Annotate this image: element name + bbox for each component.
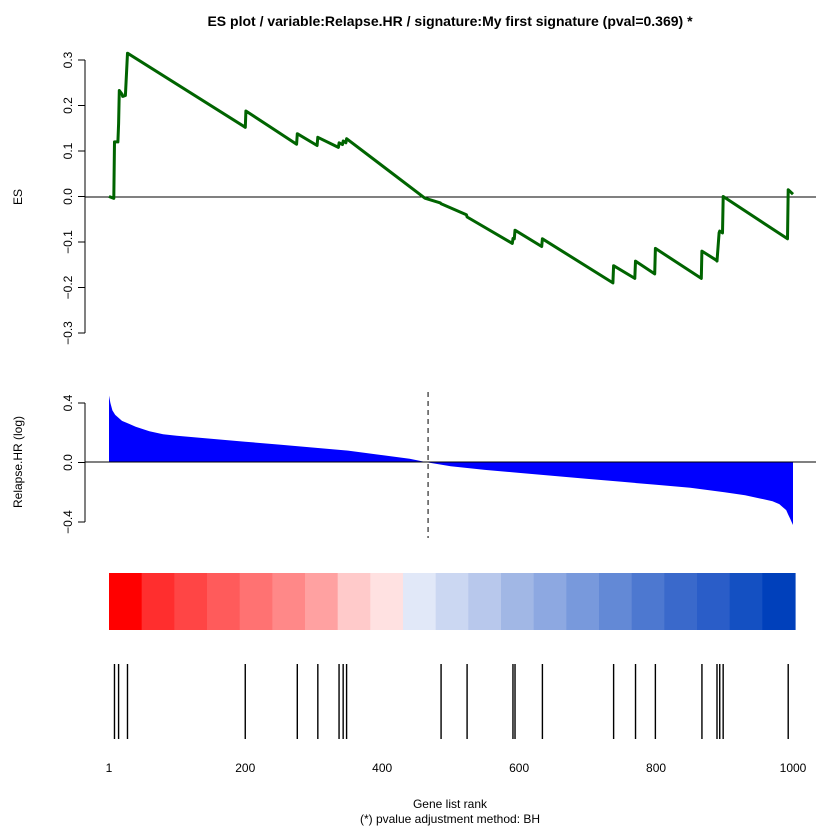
es-y-tick-label: 0.3 <box>61 51 75 68</box>
color-bar-cell <box>305 573 339 630</box>
color-bar-cell <box>468 573 502 630</box>
color-bar-cell <box>533 573 567 630</box>
color-bar-cell <box>501 573 535 630</box>
x-tick-label: 800 <box>646 761 666 775</box>
es-y-tick-label: 0.2 <box>61 97 75 114</box>
chart-title: ES plot / variable:Relapse.HR / signatur… <box>207 13 693 29</box>
color-bar-cell <box>109 573 143 630</box>
hr-y-tick-label: 0.4 <box>61 394 75 411</box>
color-bar-cell <box>697 573 731 630</box>
color-bar-cell <box>762 573 796 630</box>
hr-y-axis: −0.4 0.0 0.4 <box>61 394 86 534</box>
es-y-tick-label: −0.1 <box>61 230 75 254</box>
rank-x-axis: 1 200 400 600 800 1000 <box>106 761 807 775</box>
es-curve <box>108 51 795 285</box>
es-y-tick-label: −0.2 <box>61 275 75 299</box>
hr-area <box>109 395 793 525</box>
es-y-axis-label: ES <box>11 189 25 205</box>
es-y-tick-label: 0.0 <box>61 188 75 205</box>
x-tick-label: 1 <box>106 761 113 775</box>
gene-hit-ticks <box>113 664 789 739</box>
color-bar-cell <box>599 573 633 630</box>
color-bar-cell <box>337 573 371 630</box>
hr-y-axis-label: Relapse.HR (log) <box>11 416 25 508</box>
caption: (*) pvalue adjustment method: BH <box>360 812 540 826</box>
es-y-tick-label: −0.3 <box>61 321 75 345</box>
es-y-tick-label: 0.1 <box>61 142 75 159</box>
x-tick-label: 600 <box>509 761 529 775</box>
color-bar-cell <box>435 573 469 630</box>
color-bar-cell <box>207 573 241 630</box>
color-bar-cell <box>729 573 763 630</box>
x-tick-label: 1000 <box>780 761 807 775</box>
rank-metric-panel: −0.4 0.0 0.4 Relapse.HR (log) <box>11 392 816 538</box>
color-bar-cell <box>174 573 208 630</box>
es-panel: −0.3 −0.2 −0.1 0.0 0.1 0.2 0.3 ES <box>11 51 816 345</box>
color-bar-cell <box>403 573 437 630</box>
hr-y-tick-label: 0.0 <box>61 454 75 471</box>
color-bar-cell <box>631 573 665 630</box>
color-bar-cell <box>566 573 600 630</box>
color-bar-cell <box>664 573 698 630</box>
x-axis-label: Gene list rank <box>413 797 488 811</box>
color-bar-cell <box>370 573 404 630</box>
x-tick-label: 400 <box>372 761 392 775</box>
x-tick-label: 200 <box>235 761 255 775</box>
hr-y-tick-label: −0.4 <box>61 510 75 534</box>
color-bar-cell <box>141 573 175 630</box>
es-y-axis: −0.3 −0.2 −0.1 0.0 0.1 0.2 0.3 <box>61 51 86 345</box>
color-bar <box>109 573 796 630</box>
color-bar-cell <box>239 573 273 630</box>
color-bar-cell <box>272 573 306 630</box>
